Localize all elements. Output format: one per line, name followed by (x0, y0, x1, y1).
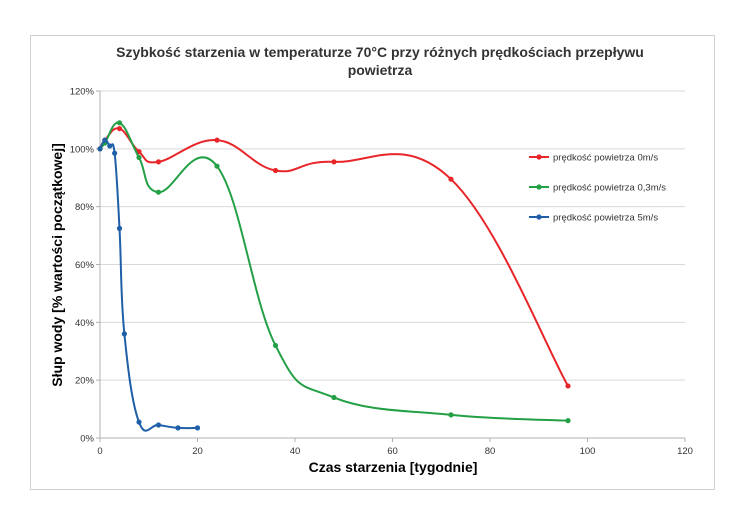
legend-marker-1 (536, 184, 542, 190)
x-axis-label: Czas starzenia [tygodnie] (309, 459, 478, 475)
series-2-point-1 (102, 137, 108, 143)
series-0-point-5 (214, 137, 220, 143)
series-1-point-5 (214, 163, 220, 169)
y-tick-label-1: 20% (75, 376, 95, 387)
series-1-point-3 (136, 154, 142, 161)
series-2-point-5 (121, 331, 127, 337)
legend-label-0: prędkość powietrza 0m/s (553, 153, 658, 164)
chart-title-line-2: powietrza (348, 62, 413, 78)
legend-label-2: prędkość powietrza 5m/s (553, 213, 658, 224)
legend-label-1: prędkość powietrza 0,3m/s (553, 183, 666, 194)
x-tick-label-3: 60 (387, 446, 398, 457)
series-2-point-6 (136, 419, 142, 425)
y-tick-label-4: 80% (75, 202, 95, 213)
x-tick-label-2: 40 (290, 446, 301, 457)
series-2-point-4 (116, 225, 123, 231)
y-tick-label-6: 120% (70, 87, 95, 98)
x-tick-label-5: 100 (580, 446, 596, 457)
x-tick-label-6: 120 (677, 446, 693, 457)
series-1-point-6 (272, 342, 279, 349)
y-tick-label-2: 40% (75, 318, 95, 329)
x-tick-label-1: 20 (192, 446, 203, 457)
series-2-point-9 (194, 425, 201, 431)
series-0-point-6 (272, 167, 279, 174)
series-1-point-9 (565, 418, 571, 424)
x-tick-label-4: 80 (485, 446, 496, 457)
legend-marker-0 (536, 154, 542, 160)
x-tick-label-0: 0 (97, 446, 102, 457)
series-2-point-8 (175, 425, 181, 431)
series-0-point-9 (565, 383, 571, 389)
series-2-point-2 (107, 143, 113, 149)
axes (96, 90, 686, 442)
y-tick-label-3: 60% (75, 260, 95, 271)
series-line-1 (99, 121, 569, 422)
y-tick-label-5: 100% (70, 144, 95, 155)
y-tick-label-0: 0% (80, 434, 94, 445)
chart-frame (30, 35, 715, 490)
series-1-point-7 (331, 394, 337, 401)
series-0-point-2 (116, 125, 123, 132)
series-2-point-7 (155, 422, 162, 428)
chart-title-line-1: Szybkość starzenia w temperaturze 70°C p… (116, 44, 644, 60)
series-line-2 (99, 139, 198, 432)
legend: prędkość powietrza 0m/s prędkość powietrz… (529, 153, 666, 224)
y-axis-label: Słup wody [% wartości początkowej] (49, 143, 65, 386)
plot-series (97, 120, 571, 432)
series-2-point-3 (112, 150, 118, 156)
series-1-point-8 (448, 412, 454, 418)
series-0-point-8 (448, 176, 454, 182)
series-line-0 (99, 127, 569, 387)
series-2-point-0 (97, 146, 103, 152)
tick-labels: 0% 20% 40% 60% 80% 100% 120% 0 20 40 60 80 100 120 (70, 87, 693, 458)
series-0-point-4 (155, 159, 162, 165)
legend-marker-2 (536, 214, 542, 220)
gridlines (100, 90, 685, 381)
series-1-point-2 (116, 120, 123, 126)
series-1-point-4 (155, 189, 162, 195)
series-0-point-7 (331, 159, 337, 165)
